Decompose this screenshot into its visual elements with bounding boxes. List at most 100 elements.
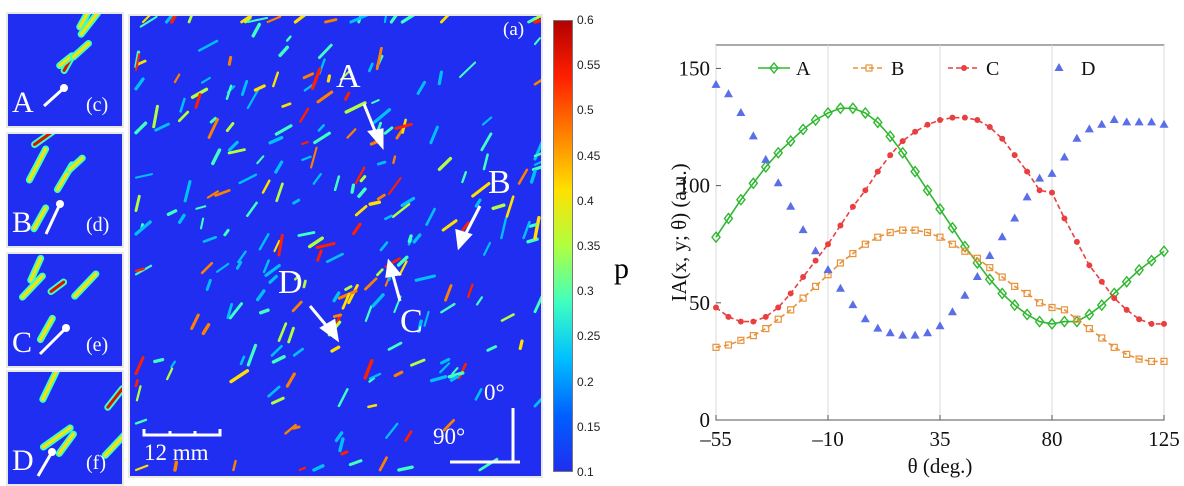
data-point [873, 323, 883, 332]
series-b: B [712, 58, 1168, 366]
data-point [974, 117, 981, 123]
data-point [1160, 357, 1168, 366]
map-streak [354, 204, 368, 217]
map-streak [207, 117, 219, 139]
data-point [862, 187, 869, 194]
map-streak [134, 379, 139, 388]
colorbar-tick-label: 0.55 [577, 58, 601, 73]
series-line [715, 107, 1165, 325]
inset-arrow-head [56, 200, 64, 208]
data-point [885, 130, 896, 143]
data-point [910, 165, 921, 178]
data-point [837, 222, 844, 229]
inset-point-label: D [12, 444, 34, 477]
data-point [860, 106, 871, 120]
map-streak [134, 53, 141, 72]
data-point [935, 321, 945, 330]
map-streak [344, 101, 367, 114]
map-streak [274, 124, 293, 136]
map-streak [274, 160, 284, 174]
map-streak [367, 403, 378, 409]
colorbar-tick-label: 0.15 [577, 419, 601, 434]
data-point [1096, 299, 1107, 312]
data-point [723, 212, 734, 225]
map-streak [383, 126, 394, 135]
map-streak [350, 183, 356, 194]
data-point [749, 332, 757, 340]
map-streak [368, 377, 376, 383]
scale-bar-label: 12 mm [144, 440, 209, 465]
data-point [773, 146, 784, 159]
y-tick-label: 150 [679, 56, 711, 80]
map-streak [447, 371, 465, 379]
map-streak [376, 193, 386, 201]
arrow-c-head [385, 258, 402, 278]
map-streak [474, 198, 482, 208]
point-label-a: A [336, 58, 361, 95]
series-d: D [711, 58, 1169, 339]
inset-streak [73, 272, 98, 298]
map-streak [527, 17, 536, 24]
map-streak [223, 228, 230, 237]
inset-arrow [38, 326, 68, 356]
map-streak [206, 190, 219, 199]
data-point [899, 138, 906, 145]
map-streak [367, 62, 374, 73]
data-point [823, 265, 833, 273]
line-chart: –55 –10 35 80 125 0 50 100 150 θ (deg.) IA(x, y; θ… [667, 44, 1180, 478]
data-point [1135, 355, 1143, 363]
data-point [1084, 124, 1094, 133]
map-streak [439, 362, 451, 374]
x-tick-label: 80 [1042, 427, 1063, 451]
data-point [1061, 215, 1068, 222]
data-point [750, 318, 757, 325]
arrow-b [462, 205, 482, 238]
map-streak [197, 39, 219, 52]
map-streak [177, 213, 186, 224]
map-streak [227, 55, 233, 66]
map-streak [154, 122, 170, 132]
map-streak [299, 107, 310, 123]
inset-arrow-head [62, 324, 70, 332]
data-point [961, 65, 967, 71]
map-streak [387, 341, 403, 351]
data-point [1072, 133, 1082, 142]
map-streak [397, 465, 414, 472]
map-streak [315, 242, 336, 250]
map-streak [251, 22, 262, 38]
map-streak [134, 194, 141, 213]
data-point [785, 134, 796, 148]
inset-streak [38, 316, 54, 342]
colorbar-tick-label: 0.6 [577, 13, 594, 27]
colorbar-tick-label: 0.2 [577, 374, 594, 389]
map-streak [199, 217, 205, 230]
data-point [725, 313, 732, 320]
map-streak [533, 397, 541, 408]
data-point [1054, 63, 1064, 71]
map-streak [364, 305, 373, 322]
data-point [760, 160, 771, 173]
inset-point-label: A [12, 86, 34, 119]
data-point [812, 257, 819, 264]
map-streak [302, 279, 307, 289]
map-streak [533, 215, 541, 240]
legend-label: A [796, 58, 811, 80]
data-point [787, 290, 794, 297]
map-streak [474, 388, 483, 401]
data-point [769, 61, 779, 75]
map-streak [533, 295, 541, 314]
colorbar-tick-label: 0.25 [577, 329, 601, 344]
map-streak [439, 16, 450, 24]
data-point [1011, 152, 1018, 159]
map-streak [461, 221, 470, 232]
map-streak [533, 152, 541, 158]
map-streak [414, 274, 436, 282]
map-streak [246, 343, 258, 367]
data-point [1134, 263, 1145, 277]
data-point [1035, 173, 1045, 182]
scale-bar [142, 429, 222, 437]
data-point [911, 226, 919, 234]
data-point [713, 304, 719, 311]
inset-streak [27, 147, 48, 182]
data-point [761, 154, 771, 163]
